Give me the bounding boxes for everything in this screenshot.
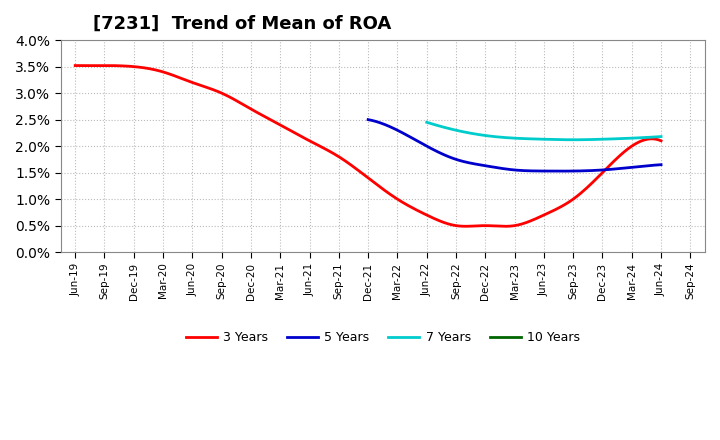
3 Years [71, 63, 79, 68]
Line: 3 Years: 3 Years [75, 66, 661, 226]
5 Years [364, 117, 372, 122]
7 Years [423, 120, 432, 125]
Text: [7231]  Trend of Mean of ROA: [7231] Trend of Mean of ROA [93, 15, 391, 33]
7 Years [566, 137, 575, 143]
3 Years [500, 224, 508, 229]
Line: 7 Years: 7 Years [427, 122, 661, 140]
7 Years [562, 137, 570, 143]
7 Years [657, 134, 665, 139]
3 Years [429, 216, 438, 221]
7 Years [423, 120, 431, 125]
7 Years [621, 136, 629, 141]
5 Years [657, 162, 665, 167]
3 Years [657, 138, 665, 143]
5 Years [365, 117, 374, 122]
7 Years [561, 137, 570, 143]
Line: 5 Years: 5 Years [368, 120, 661, 171]
3 Years [420, 211, 428, 216]
3 Years [418, 210, 426, 215]
5 Years [612, 166, 621, 172]
5 Years [537, 169, 546, 174]
3 Years [604, 164, 613, 169]
3 Years [73, 63, 81, 68]
7 Years [636, 135, 644, 140]
Legend: 3 Years, 5 Years, 7 Years, 10 Years: 3 Years, 5 Years, 7 Years, 10 Years [181, 326, 585, 349]
5 Years [543, 169, 552, 174]
7 Years [569, 137, 577, 143]
5 Years [538, 169, 546, 174]
5 Years [630, 165, 639, 170]
5 Years [556, 169, 564, 174]
3 Years [567, 198, 575, 203]
